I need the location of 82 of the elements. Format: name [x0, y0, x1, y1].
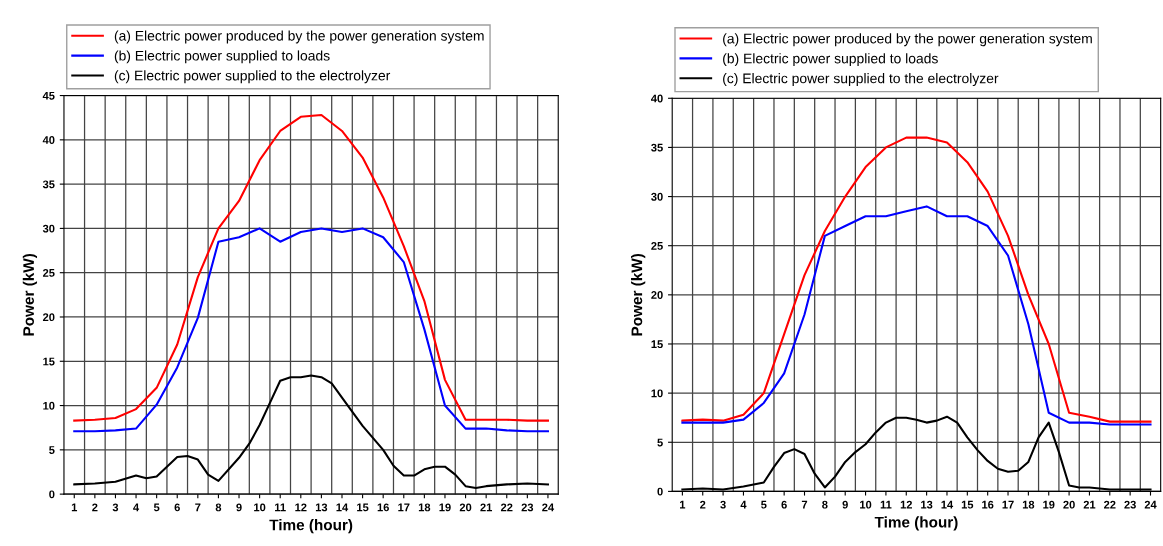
y-axis-title: Power (kW): [22, 254, 38, 336]
y-tick-label: 40: [651, 94, 663, 103]
x-axis-title: Time (hour): [874, 516, 958, 531]
x-tick-label: 7: [195, 503, 201, 512]
x-tick-label: 13: [921, 500, 933, 509]
y-tick-label: 5: [657, 438, 663, 447]
line-series: [73, 227, 549, 433]
y-tick-label: 0: [657, 487, 663, 496]
x-tick-label: 18: [418, 503, 431, 512]
x-tick-label: 11: [275, 503, 286, 512]
x-tick-label: 4: [133, 503, 140, 512]
x-tick-label: 18: [1022, 500, 1035, 509]
x-tick-label: 13: [315, 503, 328, 512]
x-tick-label: 12: [900, 500, 912, 509]
x-tick-label: 17: [1002, 500, 1014, 509]
y-tick-label: 35: [42, 180, 55, 189]
x-tick-label: 8: [822, 500, 828, 509]
y-tick-label: 45: [42, 91, 55, 100]
x-tick-label: 21: [480, 503, 493, 512]
x-tick-label: 5: [153, 503, 160, 512]
y-tick-label: 10: [651, 389, 663, 398]
x-tick-label: 20: [459, 503, 472, 512]
x-tick-label: 10: [254, 503, 266, 512]
y-tick-label: 25: [651, 241, 663, 250]
line-series: [73, 114, 549, 422]
x-tick-label: 24: [1144, 500, 1157, 509]
x-tick-label: 22: [500, 503, 513, 512]
x-tick-label: 1: [680, 500, 686, 509]
legend-label: (c) Electric power supplied to the electrolyzer: [723, 73, 999, 87]
x-tick-label: 16: [377, 503, 389, 512]
x-tick-label: 14: [941, 500, 954, 509]
legend-label: (a) Electric power produced by the power generation system: [723, 33, 1092, 47]
x-tick-label: 15: [357, 503, 369, 512]
x-tick-label: 16: [982, 500, 994, 509]
x-tick-label: 9: [236, 503, 242, 512]
legend-label: (b) Electric power supplied to loads: [723, 53, 938, 67]
x-axis-title: Time (hour): [269, 519, 353, 534]
x-tick-label: 6: [174, 503, 180, 512]
x-tick-label: 23: [521, 503, 534, 512]
x-tick-label: 12: [295, 503, 307, 512]
y-tick-label: 35: [651, 143, 663, 152]
legend-label: (a) Electric power produced by the power generation system: [114, 30, 484, 44]
legend-label: (c) Electric power supplied to the electrolyzer: [114, 70, 391, 84]
x-tick-label: 19: [439, 503, 451, 512]
y-tick-label: 30: [42, 224, 55, 233]
legend-label: (b) Electric power supplied to loads: [114, 50, 330, 64]
y-tick-label: 30: [651, 192, 663, 201]
x-tick-label: 14: [336, 503, 349, 512]
x-tick-label: 19: [1043, 500, 1055, 509]
x-tick-label: 22: [1104, 500, 1116, 509]
x-tick-label: 9: [842, 500, 848, 509]
x-tick-label: 6: [781, 500, 787, 509]
x-tick-label: 20: [1063, 500, 1075, 509]
y-tick-label: 5: [49, 446, 55, 454]
y-tick-label: 15: [43, 357, 55, 366]
x-tick-label: 2: [92, 503, 98, 512]
y-axis-title: Power (kW): [631, 254, 646, 336]
x-tick-label: 4: [740, 500, 747, 509]
x-tick-label: 5: [761, 500, 767, 509]
x-tick-label: 10: [860, 500, 872, 509]
line-series: [681, 136, 1152, 423]
x-tick-label: 3: [720, 500, 726, 509]
y-tick-label: 20: [651, 291, 663, 299]
line-series: [681, 205, 1152, 426]
y-tick-label: 40: [42, 136, 55, 144]
x-tick-label: 11: [880, 500, 892, 509]
x-tick-label: 17: [398, 503, 410, 512]
line-series: [73, 374, 549, 489]
x-tick-label: 2: [700, 500, 706, 509]
x-tick-label: 23: [1124, 500, 1136, 509]
y-tick-label: 0: [49, 490, 55, 499]
x-tick-label: 1: [71, 503, 78, 512]
x-tick-label: 21: [1083, 500, 1096, 509]
y-tick-label: 20: [42, 313, 55, 322]
x-tick-label: 8: [215, 503, 222, 512]
x-tick-label: 24: [542, 503, 555, 512]
y-tick-label: 25: [42, 268, 55, 277]
x-tick-label: 3: [112, 503, 119, 512]
y-tick-label: 15: [651, 340, 663, 349]
x-tick-label: 7: [801, 500, 808, 509]
y-tick-label: 10: [43, 401, 55, 410]
x-tick-label: 15: [961, 500, 974, 509]
